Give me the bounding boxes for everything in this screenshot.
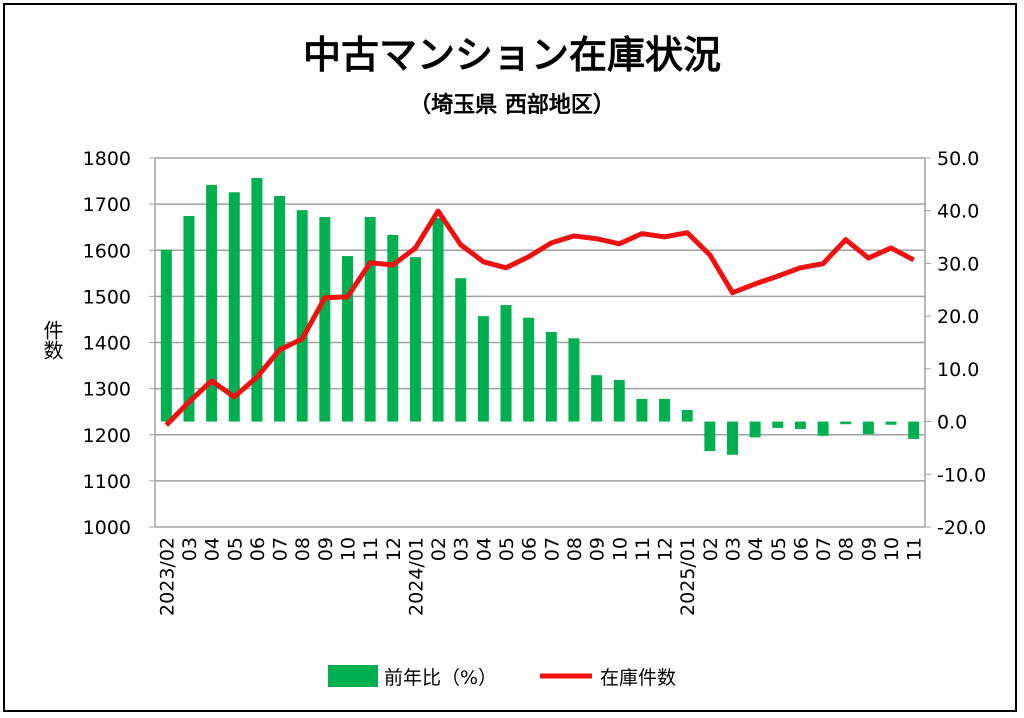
bar-yoy [885, 421, 897, 425]
bar-yoy [274, 195, 286, 422]
bar-yoy [523, 317, 535, 422]
bar-yoy [817, 421, 829, 436]
bar-yoy [704, 421, 716, 452]
x-tick-label: 09 [315, 537, 337, 561]
right-tick-label: 40.0 [937, 201, 979, 223]
legend-line-label: 在庫件数 [600, 667, 676, 689]
left-tick-label: 1700 [83, 194, 131, 216]
x-tick-label: 05 [224, 537, 246, 561]
x-tick-label: 09 [858, 537, 880, 561]
bar-yoy [636, 398, 648, 422]
x-tick-label: 2024/01 [405, 537, 427, 616]
right-tick-label: 30.0 [937, 253, 979, 275]
left-tick-label: 1800 [83, 148, 131, 170]
chart-subtitle: （埼玉県 西部地区） [409, 92, 615, 118]
bar-yoy [659, 398, 671, 422]
x-tick-label: 09 [587, 537, 609, 561]
bar-yoy [500, 305, 512, 422]
bar-yoy [251, 178, 263, 422]
x-tick-label: 08 [564, 537, 586, 561]
x-tick-label: 07 [541, 537, 563, 561]
bar-yoy [545, 331, 557, 422]
bar-yoy [794, 421, 806, 429]
x-tick-label: 06 [519, 537, 541, 561]
bar-yoy [862, 421, 874, 435]
x-tick-label: 08 [292, 537, 314, 561]
chart-title: 中古マンション在庫状況 [303, 33, 721, 77]
bar-yoy [409, 257, 421, 422]
x-tick-label: 2023/02 [156, 537, 178, 616]
bar-yoy [613, 379, 625, 422]
bar-yoy [364, 217, 376, 422]
x-tick-label: 10 [609, 537, 631, 561]
right-tick-label: -10.0 [937, 464, 986, 486]
x-tick-label: 07 [270, 537, 292, 561]
bar-yoy [727, 421, 738, 455]
left-tick-label: 1600 [83, 240, 131, 262]
bar-yoy [681, 409, 693, 422]
x-tick-label: 03 [179, 537, 201, 561]
bar-yoy [387, 234, 399, 422]
x-tick-label: 11 [360, 537, 382, 561]
left-tick-label: 1000 [83, 517, 131, 539]
right-tick-label: 0.0 [937, 412, 967, 434]
x-tick-label: 04 [745, 537, 767, 561]
x-tick-label: 11 [904, 537, 926, 561]
x-tick-label: 02 [428, 537, 450, 561]
left-tick-label: 1400 [83, 333, 131, 355]
bar-yoy [772, 421, 784, 428]
x-tick-label: 10 [338, 537, 360, 561]
bar-yoy [840, 421, 852, 425]
bar-yoy [206, 184, 218, 422]
x-tick-label: 10 [881, 537, 903, 561]
bar-yoy [749, 421, 761, 438]
bar-yoy [432, 218, 444, 422]
right-tick-label: 10.0 [937, 359, 979, 381]
bar-yoy [568, 338, 580, 422]
y-axis-label: 件数 [40, 320, 64, 360]
right-tick-label: -20.0 [937, 517, 986, 539]
x-tick-label: 02 [700, 537, 722, 561]
legend-bar-label: 前年比（%） [384, 667, 497, 689]
bar-yoy [455, 278, 467, 422]
left-tick-label: 1300 [83, 379, 131, 401]
x-tick-label: 04 [202, 537, 224, 561]
right-tick-label: 50.0 [937, 148, 979, 170]
bar-yoy [342, 256, 353, 422]
x-tick-label: 05 [768, 537, 790, 561]
x-tick-label: 07 [813, 537, 835, 561]
x-tick-label: 12 [655, 537, 677, 561]
bar-yoy [477, 316, 489, 422]
left-tick-label: 1500 [83, 286, 131, 308]
left-tick-label: 1100 [83, 471, 131, 493]
line-inventory [164, 208, 915, 427]
x-tick-label: 2025/01 [677, 537, 699, 616]
bar-yoy [296, 210, 308, 422]
x-tick-label: 05 [496, 537, 518, 561]
bar-yoy [228, 192, 240, 422]
bar-yoy [183, 215, 195, 422]
x-tick-label: 04 [473, 537, 495, 561]
chart-frame [3, 3, 1017, 712]
left-tick-label: 1200 [83, 425, 131, 447]
bar-yoy [160, 249, 172, 422]
bar-yoy [319, 217, 331, 422]
right-tick-label: 20.0 [937, 306, 979, 328]
x-tick-label: 11 [632, 537, 654, 561]
bar-yoy [591, 375, 603, 422]
legend-bar-swatch [328, 665, 378, 687]
x-tick-label: 06 [247, 537, 269, 561]
x-tick-label: 03 [723, 537, 745, 561]
bar-yoy [908, 421, 920, 439]
x-tick-label: 03 [451, 537, 473, 561]
x-tick-label: 06 [790, 537, 812, 561]
x-tick-label: 12 [383, 537, 405, 561]
x-tick-label: 08 [836, 537, 858, 561]
